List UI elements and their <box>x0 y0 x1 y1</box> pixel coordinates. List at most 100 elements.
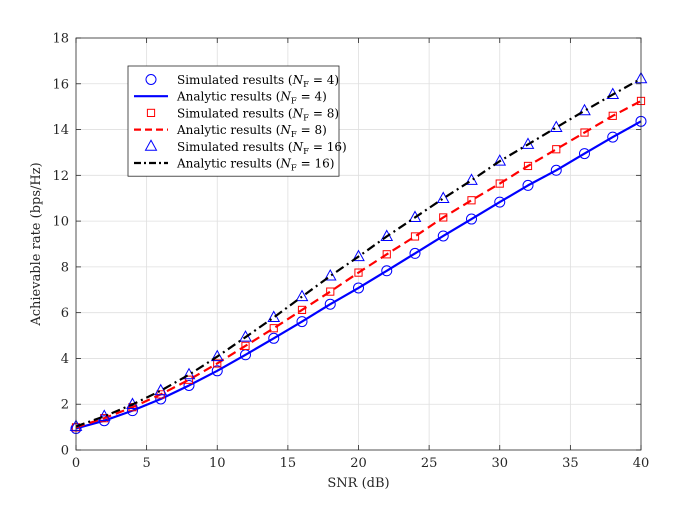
legend-label-symbol: N <box>292 106 304 120</box>
y-tick-label: 8 <box>61 260 69 275</box>
legend-label-subscript: F <box>291 97 297 107</box>
legend-label-subscript: F <box>291 130 297 140</box>
x-tick-label: 40 <box>633 456 650 471</box>
series-line <box>75 77 642 428</box>
data-point-square <box>552 145 561 154</box>
legend-entry: Analytic results (NF = 4) <box>134 90 327 107</box>
legend-label-suffix: = 16) <box>297 157 335 171</box>
data-point-square <box>354 268 363 277</box>
data-point-circle <box>522 179 534 191</box>
legend-label-symbol: N <box>292 140 304 154</box>
data-point-circle <box>381 265 393 277</box>
legend-label-subscript: F <box>291 164 297 174</box>
legend-box <box>127 65 340 177</box>
legend-label-suffix: = 8) <box>297 123 327 137</box>
data-point-triangle <box>154 383 168 396</box>
y-tick-label: 4 <box>61 352 69 367</box>
legend-marker-swatch <box>146 108 156 118</box>
legend-label: Simulated results (NF = 4) <box>177 73 339 90</box>
legend-entry: Simulated results (NF = 8) <box>146 106 339 123</box>
data-point-circle <box>607 131 619 143</box>
legend-entry: Simulated results (NF = 16) <box>144 139 347 157</box>
x-tick-label: 15 <box>280 456 297 471</box>
series-4 <box>75 99 642 429</box>
data-point-triangle <box>352 249 365 262</box>
series-2 <box>75 120 642 430</box>
legend-label-suffix: = 16) <box>309 140 347 154</box>
x-tick-label: 20 <box>350 456 367 471</box>
data-point-circle <box>494 196 506 208</box>
legend-marker-swatch <box>144 139 158 151</box>
legend-label-symbol: N <box>279 90 291 104</box>
legend-label-prefix: Analytic results ( <box>176 123 280 137</box>
legend-label-symbol: N <box>292 73 304 87</box>
legend-label-prefix: Simulated results ( <box>177 106 293 120</box>
legend-label: Simulated results (NF = 16) <box>177 140 347 157</box>
data-point-circle <box>211 365 223 377</box>
data-point-square <box>410 232 420 241</box>
legend-label-subscript: F <box>303 113 309 123</box>
data-point-circle <box>550 164 562 176</box>
data-point-square <box>326 287 335 296</box>
data-point-square <box>213 359 222 368</box>
y-tick-label: 16 <box>52 77 69 92</box>
legend-label-subscript: F <box>303 147 309 157</box>
legend-marker-swatch <box>145 74 157 85</box>
data-point-circle <box>324 298 336 310</box>
legend-label-suffix: = 4) <box>309 73 339 87</box>
y-tick-label: 0 <box>61 444 69 459</box>
legend-label-prefix: Simulated results ( <box>177 140 293 154</box>
legend-label-symbol: N <box>279 157 291 171</box>
data-point-square <box>269 324 278 333</box>
data-point-square <box>241 341 250 350</box>
data-point-square <box>495 179 504 188</box>
data-point-circle <box>183 379 195 391</box>
legend-label: Analytic results (NF = 4) <box>176 90 327 107</box>
data-point-square <box>297 305 307 315</box>
data-point-circle <box>268 332 280 344</box>
x-tick-label: 35 <box>562 456 579 471</box>
data-point-circle <box>409 247 421 259</box>
x-tick-label: 0 <box>72 456 80 471</box>
y-tick-label: 14 <box>52 123 69 138</box>
x-tick-label: 5 <box>142 456 150 471</box>
data-point-square <box>608 111 617 120</box>
data-point-triangle <box>493 154 507 166</box>
data-point-square <box>439 213 448 222</box>
y-tick-label: 10 <box>52 215 69 230</box>
legend-label-suffix: = 4) <box>297 90 327 104</box>
axis-ticks: 0 5 10 15 20 25 30 35 40 0 2 4 6 8 10 12 14 16 18 <box>52 32 649 472</box>
data-point-square <box>523 161 533 171</box>
x-axis-label: SNR (dB) <box>327 476 389 491</box>
series-line <box>75 99 642 429</box>
legend-label: Simulated results (NF = 8) <box>177 106 339 123</box>
series-6 <box>75 77 642 428</box>
legend: Simulated results (NF = 4)Analytic resul… <box>127 65 347 177</box>
data-point-circle <box>579 148 590 160</box>
legend-entry: Analytic results (NF = 8) <box>134 123 327 140</box>
y-tick-label: 2 <box>61 398 69 413</box>
x-tick-label: 30 <box>491 456 508 471</box>
data-point-square <box>580 128 589 137</box>
legend-label-suffix: = 8) <box>309 106 339 120</box>
legend-label: Analytic results (NF = 8) <box>176 123 327 140</box>
x-tick-label: 25 <box>421 456 438 471</box>
x-tick-label: 10 <box>209 456 226 471</box>
series-line <box>75 120 642 430</box>
legend-entry: Simulated results (NF = 4) <box>145 73 339 90</box>
legend-label-symbol: N <box>279 123 291 137</box>
y-axis-label: Achievable rate (bps/Hz) <box>29 162 44 326</box>
data-point-triangle <box>436 191 450 203</box>
data-point-circle <box>353 282 364 294</box>
data-point-circle <box>296 316 308 328</box>
y-tick-label: 12 <box>52 169 69 184</box>
data-point-square <box>382 250 391 259</box>
data-point-square <box>184 375 194 384</box>
data-point-circle <box>466 213 477 225</box>
data-point-circle <box>437 230 449 242</box>
legend-entry: Analytic results (NF = 16) <box>134 157 334 174</box>
y-tick-label: 6 <box>61 306 69 321</box>
legend-label: Analytic results (NF = 16) <box>176 157 334 174</box>
legend-label-prefix: Simulated results ( <box>177 73 293 87</box>
